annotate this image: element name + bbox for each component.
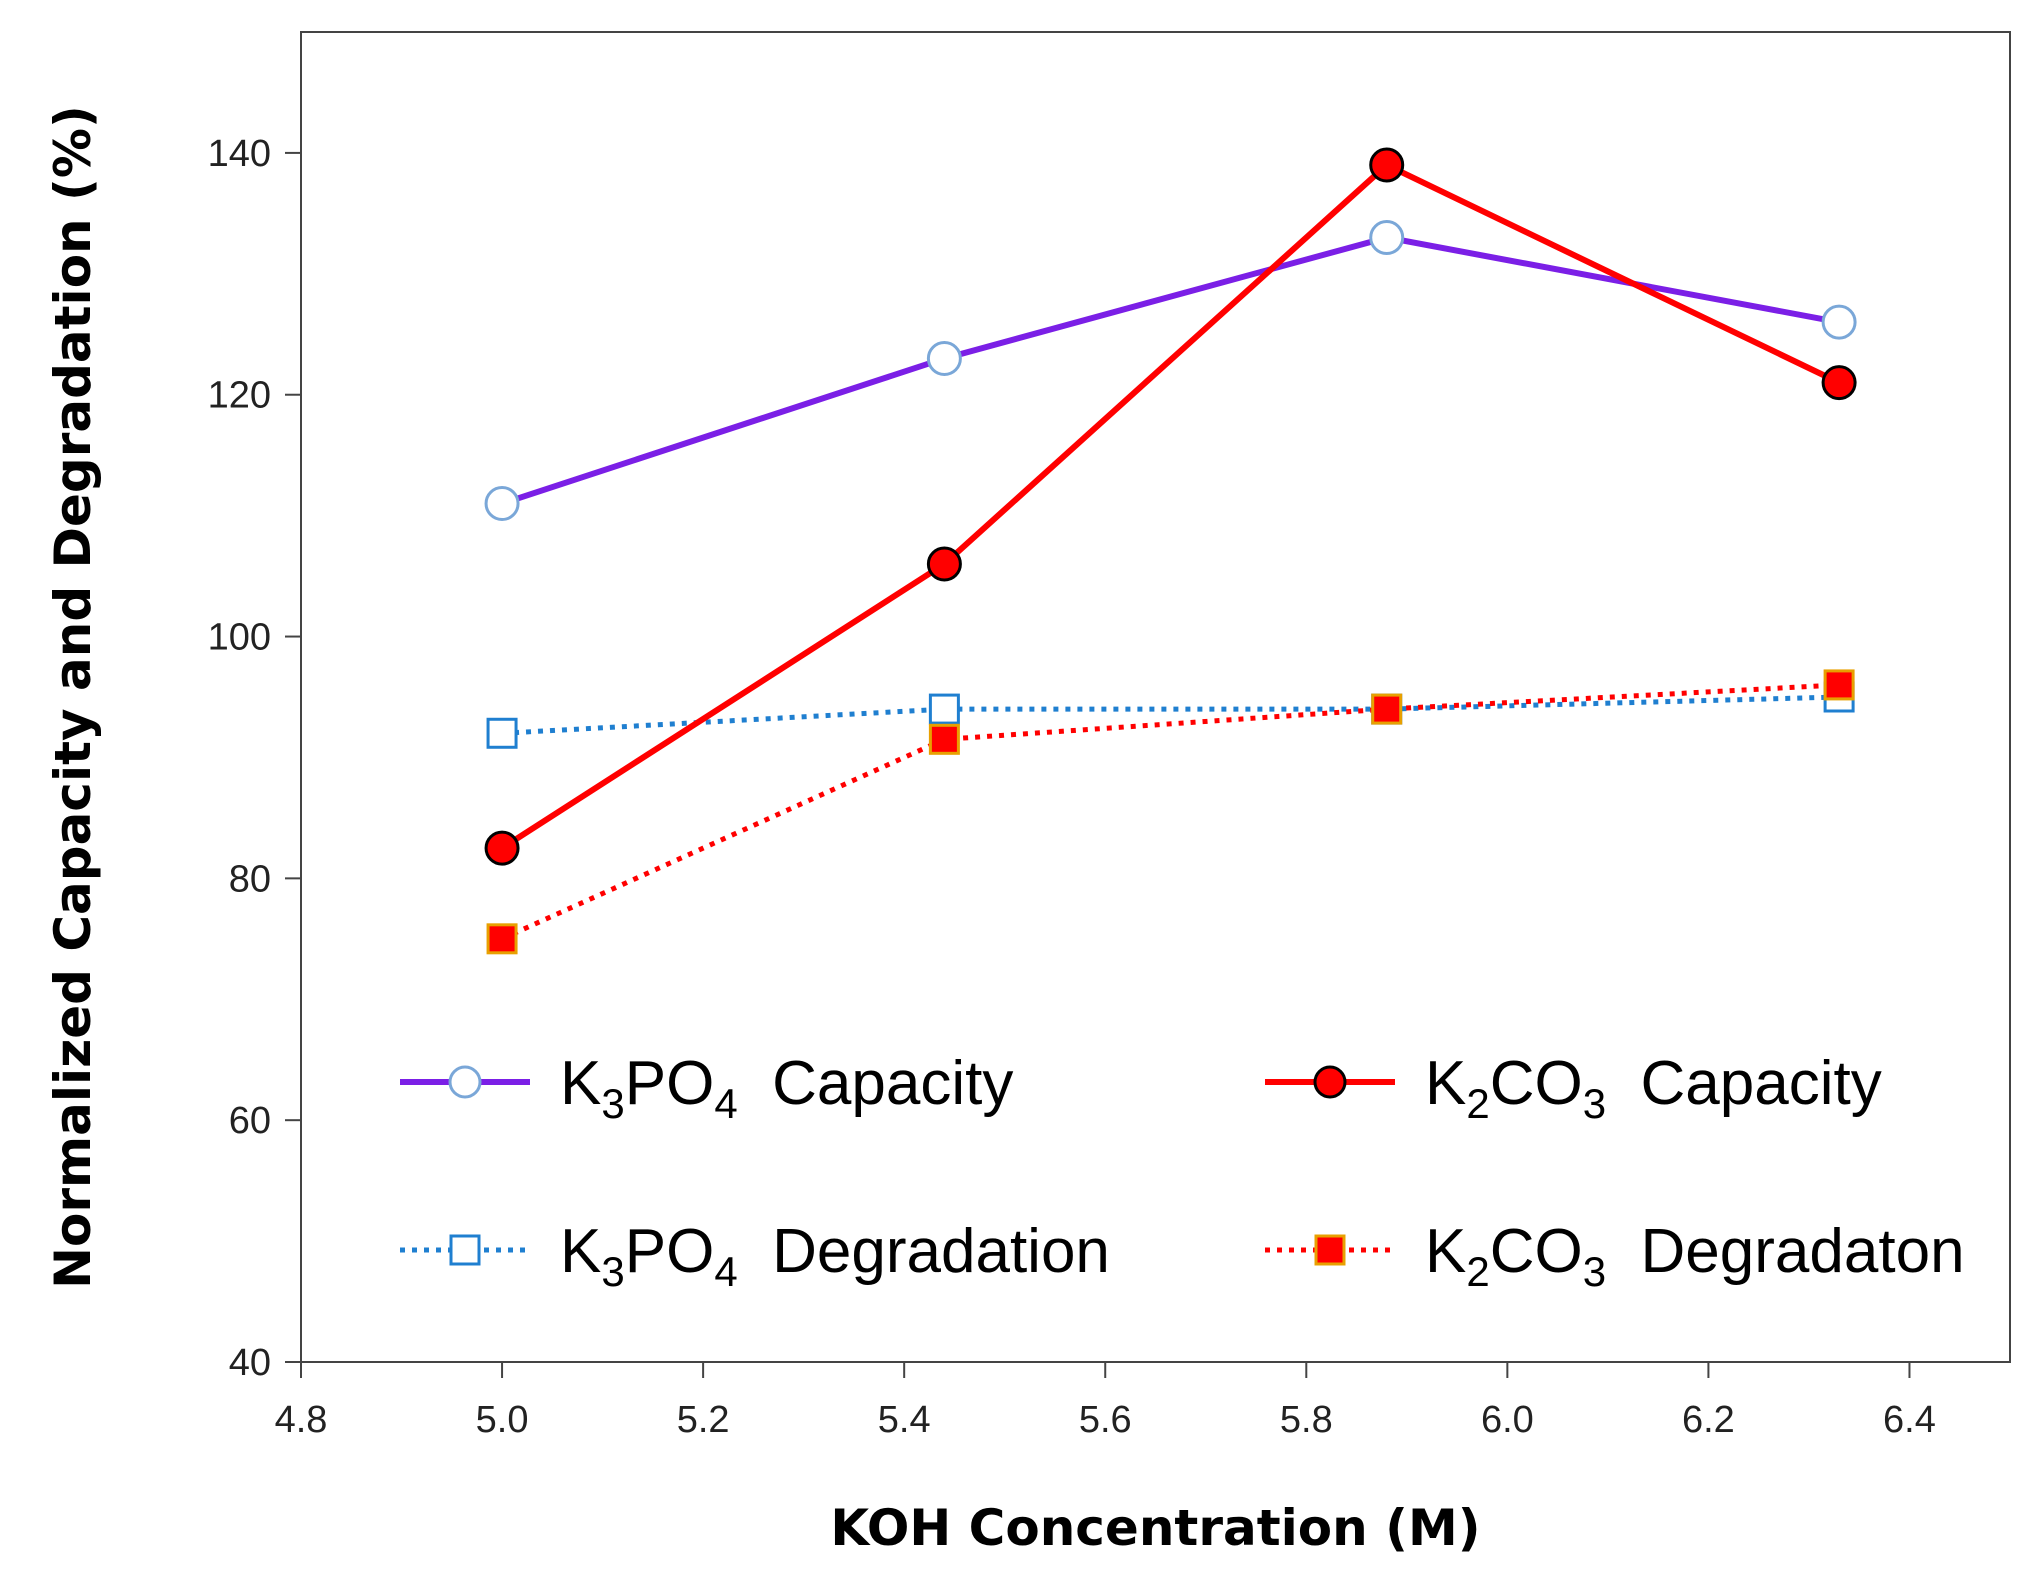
data-point [926, 546, 962, 582]
y-tick-label: 60 [229, 1100, 271, 1142]
series-line [500, 161, 1841, 851]
x-tick-label: 5.6 [1079, 1399, 1132, 1441]
data-point [1823, 669, 1855, 701]
data-point [486, 717, 518, 749]
data-point [1369, 220, 1405, 256]
legend-text-part: K [1425, 1049, 1466, 1118]
series-k2co3-capacity [484, 147, 1857, 866]
legend-subscript: 3 [601, 1080, 624, 1127]
legend-text-part: Degradation [738, 1217, 1110, 1286]
x-tick-label: 6.4 [1883, 1399, 1936, 1441]
data-point [1371, 693, 1403, 725]
legend-text-part: K [560, 1217, 601, 1286]
legend-text-part: CO [1490, 1217, 1583, 1286]
legend-subscript: 3 [601, 1248, 624, 1295]
data-point [486, 923, 518, 955]
legend-label: K3PO4 Capacity [560, 1049, 1013, 1127]
data-point [1369, 147, 1405, 183]
x-tick-label: 6.2 [1682, 1399, 1735, 1441]
series-k2co3-degradaton [486, 669, 1855, 955]
x-tick-label: 5.4 [878, 1399, 931, 1441]
series-k3po4-capacity [484, 220, 1857, 522]
plot-frame [300, 31, 2011, 1363]
legend-item: K3PO4 Degradation [400, 1217, 1110, 1295]
series-line [501, 694, 1840, 736]
legend-text-part: K [1425, 1217, 1466, 1286]
legend-item: K2CO3 Capacity [1265, 1049, 1882, 1127]
data-point [928, 723, 960, 755]
legend-marker [1313, 1065, 1347, 1099]
y-tick-label: 100 [208, 617, 271, 659]
data-point [1821, 304, 1857, 340]
legend-text-part: PO [625, 1217, 715, 1286]
series-line [501, 682, 1840, 942]
data-point [1821, 365, 1857, 401]
legend-text-part: Degradaton [1606, 1217, 1964, 1286]
legend-subscript: 2 [1466, 1248, 1489, 1295]
x-tick-label: 5.0 [476, 1399, 529, 1441]
legend-text-part: Capacity [738, 1049, 1014, 1118]
data-point [484, 486, 520, 522]
legend-item: K3PO4 Capacity [400, 1049, 1013, 1127]
legend-subscript: 4 [714, 1248, 737, 1295]
legend-subscript: 3 [1583, 1080, 1606, 1127]
data-point [926, 340, 962, 376]
legend-label: K3PO4 Degradation [560, 1217, 1110, 1295]
series-layer [484, 147, 1857, 955]
legend-label: K2CO3 Degradaton [1425, 1217, 1965, 1295]
axes: 4.8 5.0 5.2 5.4 5.6 5.8 6.0 6.2 6.4 40 60 80 100 120 1… [208, 31, 2011, 1441]
x-axis-title: KOH Concentration (M) [830, 1499, 1480, 1557]
legend-text-part: K [560, 1049, 601, 1118]
x-tick-label: 4.8 [275, 1399, 328, 1441]
y-tick-label: 120 [208, 375, 271, 417]
data-point [928, 693, 960, 725]
legend-subscript: 3 [1583, 1248, 1606, 1295]
legend-item: K2CO3 Degradaton [1265, 1217, 1965, 1295]
y-tick-label: 40 [229, 1342, 271, 1384]
legend-subscript: 4 [714, 1080, 737, 1127]
legend-marker [1314, 1234, 1346, 1266]
legend-text-part: Capacity [1606, 1049, 1882, 1118]
series-line [501, 234, 1840, 507]
data-point [484, 830, 520, 866]
legend-marker [448, 1065, 482, 1099]
x-tick-label: 5.8 [1280, 1399, 1333, 1441]
x-tick-label: 5.2 [677, 1399, 730, 1441]
legend-subscript: 2 [1466, 1080, 1489, 1127]
legend-text-part: PO [625, 1049, 715, 1118]
legend-label: K2CO3 Capacity [1425, 1049, 1882, 1127]
y-tick-label: 80 [229, 858, 271, 900]
legend-marker [449, 1234, 481, 1266]
y-tick-label: 140 [208, 133, 271, 175]
legend-text-part: CO [1490, 1049, 1583, 1118]
y-axis-title: Normalized Capacity and Degradation (%) [44, 105, 102, 1289]
x-tick-label: 6.0 [1481, 1399, 1534, 1441]
